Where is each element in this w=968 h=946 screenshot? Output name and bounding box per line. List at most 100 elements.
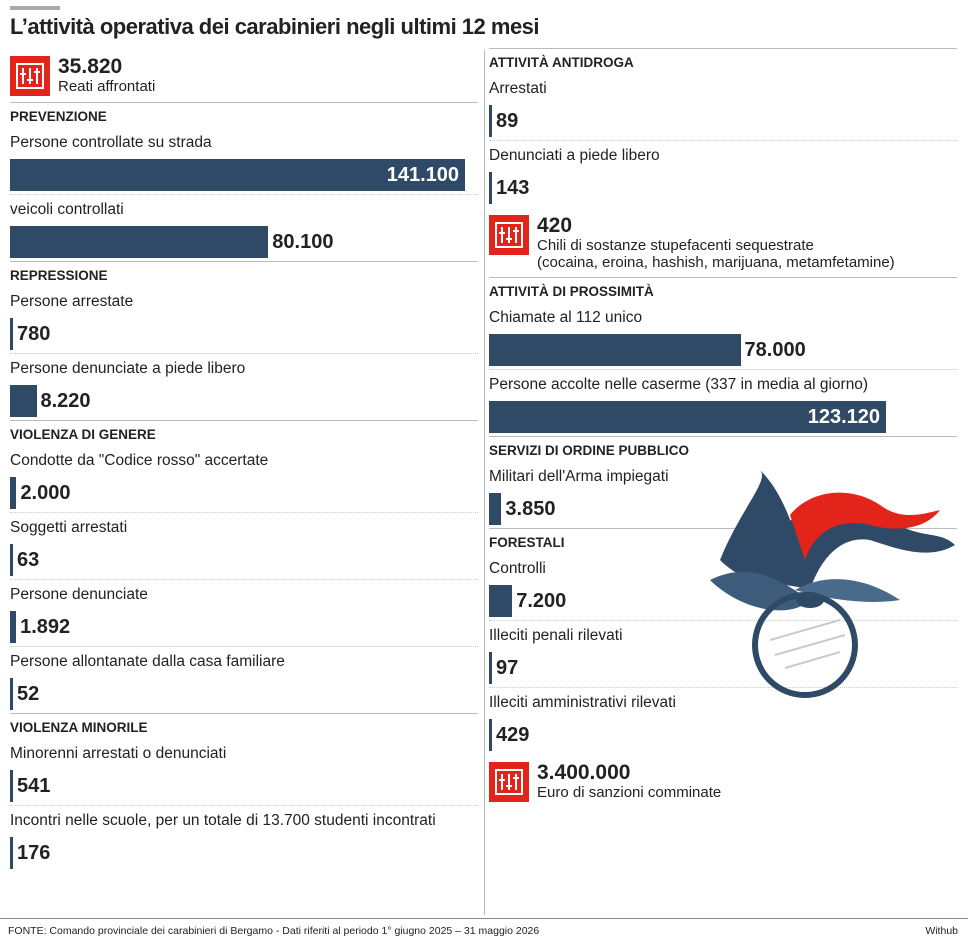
item: Persone allontanate dalla casa familiare… — [10, 646, 478, 713]
section: VIOLENZA MINORILE Minorenni arrestati o d… — [10, 713, 478, 872]
item-label: Denunciati a piede libero — [489, 147, 660, 164]
left-column: 35.820 Reati affrontati PREVENZIONE Persone… — [10, 48, 478, 872]
title: L’attività operativa dei carabinieri neg… — [10, 14, 540, 39]
value-label: 143 — [496, 176, 530, 199]
bar-row: 78.000 — [489, 333, 957, 367]
bar-row: 141.100 — [10, 158, 478, 192]
bar-row: 541 — [10, 769, 478, 803]
stat-value: 35.820 — [58, 55, 123, 78]
item-label: Illeciti penali rilevati — [489, 627, 623, 644]
section: PREVENZIONE Persone controllate su strada… — [10, 102, 478, 261]
bar-row: 3.850 — [489, 492, 957, 526]
item-label: Persone denunciate — [10, 586, 148, 603]
item: Militari dell'Arma impiegati 3.850 — [489, 462, 957, 528]
bar-row: 7.200 — [489, 584, 957, 618]
stat-value: 420 — [537, 214, 573, 237]
item: Minorenni arrestati o denunciati 541 — [10, 739, 478, 805]
item: Persone denunciate a piede libero 8.220 — [10, 353, 478, 420]
bar-row: 176 — [10, 836, 478, 870]
item-label: Persone arrestate — [10, 293, 134, 310]
stat-label: Euro di sanzioni comminate — [537, 784, 722, 801]
item: Condotte da "Codice rosso" accertate 2.00… — [10, 446, 478, 512]
item-label: Arrestati — [489, 80, 547, 97]
section-heading: ATTIVITÀ ANTIDROGA — [489, 55, 634, 70]
item-label: Persone allontanate dalla casa familiare — [10, 653, 285, 670]
icon — [489, 215, 529, 255]
stat-block: 420 Chili di sostanze stupefacenti seques… — [489, 207, 957, 277]
section-heading: FORESTALI — [489, 535, 565, 550]
credit: Withub — [925, 925, 958, 937]
stat-note: (cocaina, eroina, hashish, marijuana, me… — [537, 254, 895, 271]
item: Incontri nelle scuole, per un totale di … — [10, 805, 478, 872]
item: Denunciati a piede libero 143 — [489, 140, 957, 207]
section-heading: VIOLENZA MINORILE — [10, 720, 148, 735]
stat-block: 3.400.000 Euro di sanzioni comminate — [489, 754, 957, 808]
item: Chiamate al 112 unico 78.000 — [489, 303, 957, 369]
item: Arrestati 89 — [489, 74, 957, 140]
bar — [489, 401, 887, 433]
bar-row: 52 — [10, 677, 478, 711]
section-heading: ATTIVITÀ DI PROSSIMITÀ — [489, 284, 654, 299]
value-label: 2.000 — [20, 481, 71, 504]
bar — [489, 652, 492, 684]
item-label: Controlli — [489, 560, 546, 577]
right-column: ATTIVITÀ ANTIDROGA Arrestati 89 Denunciati … — [489, 48, 957, 808]
bar-row: 2.000 — [10, 476, 478, 510]
value-label: 123.120 — [807, 405, 881, 428]
value-label: 78.000 — [744, 338, 806, 361]
value-label: 63 — [17, 548, 40, 571]
item: Illeciti amministrativi rilevati 429 — [489, 687, 957, 754]
item-label: Persone accolte nelle caserme (337 in me… — [489, 376, 869, 393]
bar — [489, 585, 513, 617]
carabinieri-emblem — [710, 470, 955, 698]
bar-row: 63 — [10, 543, 478, 577]
source-note: FONTE: Comando provinciale dei carabinie… — [8, 925, 540, 937]
value-label: 1.892 — [20, 615, 71, 638]
stat-label: Reati affrontati — [58, 78, 156, 95]
bar-row: 429 — [489, 718, 957, 752]
bar — [489, 105, 492, 137]
value-label: 141.100 — [386, 163, 459, 186]
section: ATTIVITÀ DI PROSSIMITÀ Chiamate al 112 un… — [489, 277, 957, 436]
bar-row: 80.100 — [10, 225, 478, 259]
item: Persone arrestate 780 — [10, 287, 478, 353]
bar — [489, 719, 492, 751]
value-label: 80.100 — [272, 230, 334, 253]
bar — [489, 493, 502, 525]
section-heading: REPRESSIONE — [10, 268, 108, 283]
section-heading: PREVENZIONE — [10, 109, 107, 124]
bar — [489, 172, 492, 204]
accent-bar — [10, 6, 60, 10]
section: SERVIZI DI ORDINE PUBBLICO Militari dell'… — [489, 436, 957, 528]
value-label: 541 — [17, 774, 51, 797]
stat-text: 3.400.000 Euro di sanzioni comminate — [537, 762, 722, 802]
bar-row: 123.120 — [489, 400, 957, 434]
section: ATTIVITÀ ANTIDROGA Arrestati 89 Denunciati … — [489, 48, 957, 207]
item-label: Illeciti amministrativi rilevati — [489, 694, 676, 711]
column-divider — [484, 50, 485, 915]
item: veicoli controllati 80.100 — [10, 194, 478, 261]
item-label: Minorenni arrestati o denunciati — [10, 745, 227, 762]
value-label: 780 — [17, 322, 51, 345]
section-heading: SERVIZI DI ORDINE PUBBLICO — [489, 443, 690, 458]
bar — [10, 678, 13, 710]
value-label: 52 — [17, 682, 40, 705]
bar — [489, 334, 741, 366]
item: Controlli 7.200 — [489, 554, 957, 620]
value-label: 7.200 — [516, 589, 567, 612]
section-heading: VIOLENZA DI GENERE — [10, 427, 156, 442]
item: Soggetti arrestati 63 — [10, 512, 478, 579]
item: Persone denunciate 1.892 — [10, 579, 478, 646]
bar — [10, 477, 17, 509]
bar-row: 1.892 — [10, 610, 478, 644]
bar — [10, 611, 17, 643]
icon — [489, 762, 529, 802]
bar — [10, 837, 13, 869]
bar-row: 97 — [489, 651, 957, 685]
item-label: Persone controllate su strada — [10, 134, 212, 151]
bar — [10, 544, 13, 576]
stat-label: Chili di sostanze stupefacenti sequestra… — [537, 237, 814, 254]
item-label: Incontri nelle scuole, per un totale di … — [10, 812, 436, 829]
value-label: 89 — [496, 109, 519, 132]
